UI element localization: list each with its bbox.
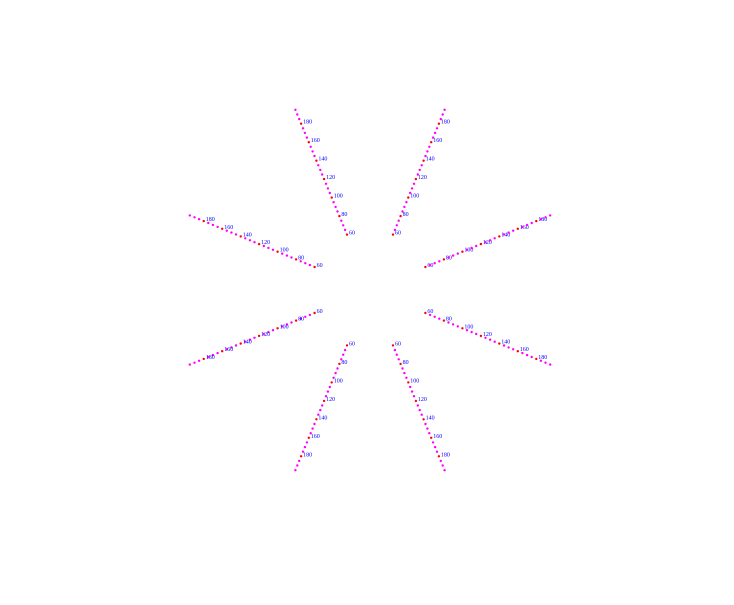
svg-text:140: 140 (243, 232, 252, 238)
svg-text:60: 60 (349, 231, 355, 237)
svg-text:60: 60 (317, 263, 323, 269)
svg-text:120: 120 (418, 397, 427, 403)
svg-text:140: 140 (426, 157, 435, 163)
svg-text:160: 160 (311, 138, 320, 144)
svg-text:180: 180 (441, 452, 450, 458)
svg-text:140: 140 (426, 415, 435, 421)
svg-text:160: 160 (224, 347, 233, 353)
svg-text:140: 140 (318, 415, 327, 421)
svg-text:120: 120 (261, 332, 270, 338)
svg-text:180: 180 (206, 217, 215, 223)
svg-text:160: 160 (433, 434, 442, 440)
svg-text:60: 60 (395, 341, 401, 347)
svg-text:80: 80 (403, 212, 409, 218)
svg-text:160: 160 (520, 347, 529, 353)
svg-text:180: 180 (303, 452, 312, 458)
svg-text:100: 100 (280, 248, 289, 254)
svg-text:100: 100 (334, 194, 343, 200)
svg-text:60: 60 (395, 231, 401, 237)
svg-text:80: 80 (298, 255, 304, 261)
svg-text:80: 80 (341, 360, 347, 366)
svg-text:80: 80 (341, 212, 347, 218)
svg-text:100: 100 (410, 194, 419, 200)
svg-text:140: 140 (243, 340, 252, 346)
svg-text:120: 120 (418, 175, 427, 181)
svg-text:180: 180 (303, 120, 312, 126)
svg-text:120: 120 (261, 240, 270, 246)
svg-text:120: 120 (326, 175, 335, 181)
svg-text:60: 60 (317, 309, 323, 315)
svg-text:120: 120 (326, 397, 335, 403)
svg-text:140: 140 (501, 340, 510, 346)
svg-text:120: 120 (483, 332, 492, 338)
svg-text:180: 180 (441, 120, 450, 126)
svg-text:180: 180 (206, 355, 215, 361)
svg-text:100: 100 (410, 378, 419, 384)
svg-text:160: 160 (433, 138, 442, 144)
svg-text:60: 60 (349, 341, 355, 347)
svg-text:100: 100 (464, 324, 473, 330)
svg-text:100: 100 (280, 324, 289, 330)
svg-text:160: 160 (311, 434, 320, 440)
svg-text:180: 180 (538, 355, 547, 361)
svg-text:80: 80 (298, 317, 304, 323)
svg-text:140: 140 (318, 157, 327, 163)
svg-text:80: 80 (403, 360, 409, 366)
svg-text:100: 100 (334, 378, 343, 384)
svg-text:160: 160 (224, 225, 233, 231)
